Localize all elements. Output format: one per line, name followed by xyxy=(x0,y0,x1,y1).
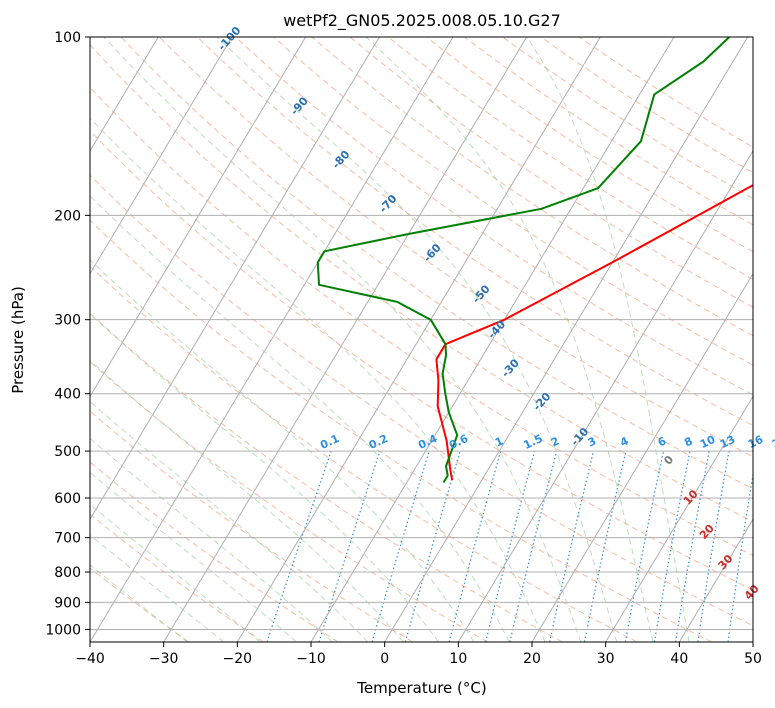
x-tick-label: 30 xyxy=(597,651,615,667)
moist-adiabat xyxy=(90,313,439,642)
moist-adiabat xyxy=(90,534,225,642)
dry-adiabat xyxy=(90,265,638,642)
mixing-ratio-label: 20 xyxy=(770,433,775,451)
dry-adiabat xyxy=(90,86,753,557)
y-tick-label: 300 xyxy=(54,313,81,329)
isotherm xyxy=(90,37,307,398)
dry-adiabat xyxy=(120,37,753,490)
profile-line-2 xyxy=(316,37,730,484)
isotherm xyxy=(752,641,753,642)
x-axis-label: Temperature (°C) xyxy=(356,679,486,697)
x-tick-label: −20 xyxy=(223,651,253,667)
moist-adiabat xyxy=(90,259,475,642)
x-tick-label: 10 xyxy=(449,651,467,667)
dry-adiabat xyxy=(90,174,753,627)
dry-adiabat xyxy=(235,37,753,396)
dry-adiabats xyxy=(90,37,753,642)
dry-adiabat xyxy=(90,219,712,642)
isotherm xyxy=(605,395,753,642)
dry-adiabat xyxy=(90,513,264,642)
isotherm xyxy=(457,149,753,642)
isotherm xyxy=(90,37,454,642)
moist-adiabat xyxy=(365,37,654,642)
mixing-ratio-line xyxy=(755,451,775,642)
y-tick-label: 500 xyxy=(54,444,81,460)
chart-title: wetPf2_GN05.2025.008.05.10.G27 xyxy=(283,11,561,31)
dry-adiabat xyxy=(197,37,753,427)
moist-adiabat xyxy=(90,195,510,642)
mixing-ratio-label: 16 xyxy=(746,433,766,451)
isotherm xyxy=(90,37,380,521)
y-tick-label: 800 xyxy=(54,565,81,581)
moist-adiabat xyxy=(216,37,618,642)
x-axis-ticks: −40 −30 −20 −10 0 10 20 30 40 50 xyxy=(75,642,762,667)
moist-adiabats xyxy=(90,37,690,642)
dry-adiabat xyxy=(273,37,753,366)
mixing-ratio-label: 10 xyxy=(698,433,718,451)
skewed-isotherms xyxy=(90,37,753,642)
x-tick-label: −40 xyxy=(75,651,105,667)
profile-line-1 xyxy=(435,183,753,481)
x-tick-label: 0 xyxy=(380,651,389,667)
moist-adiabat xyxy=(90,117,546,642)
dry-adiabat xyxy=(311,37,753,337)
isotherm xyxy=(531,272,753,642)
plot-frame xyxy=(89,36,754,643)
y-tick-label: 1000 xyxy=(45,622,81,638)
dry-adiabat xyxy=(158,37,753,458)
isotherm xyxy=(90,37,159,152)
y-tick-label: 600 xyxy=(54,491,81,507)
moist-adiabat xyxy=(90,437,333,642)
dry-adiabat xyxy=(90,44,753,523)
isotherm xyxy=(384,37,749,642)
y-tick-label: 400 xyxy=(54,387,81,403)
isotherm xyxy=(90,37,233,275)
isotherm xyxy=(310,37,675,642)
y-axis-ticks: 100 200 300 400 500 600 700 800 900 1000 xyxy=(45,30,90,638)
isotherm xyxy=(163,37,528,642)
moist-adiabat xyxy=(90,359,404,642)
x-tick-label: 20 xyxy=(523,651,541,667)
moist-adiabat xyxy=(103,37,582,642)
y-tick-label: 900 xyxy=(54,595,81,611)
mixing-ratio-label: 13 xyxy=(718,433,737,451)
x-tick-label: 40 xyxy=(670,651,688,667)
y-tick-label: 200 xyxy=(54,208,81,224)
x-tick-label: −30 xyxy=(149,651,179,667)
y-tick-label: 100 xyxy=(54,30,81,46)
dry-adiabat xyxy=(90,410,414,642)
isotherm xyxy=(236,37,601,642)
profile-series xyxy=(316,37,753,484)
x-tick-label: −10 xyxy=(296,651,326,667)
y-tick-label: 700 xyxy=(54,531,81,547)
x-tick-label: 50 xyxy=(744,651,762,667)
moist-adiabat xyxy=(90,503,261,642)
moist-adiabat xyxy=(526,37,690,642)
isotherm xyxy=(678,518,753,642)
dry-adiabat xyxy=(90,130,753,591)
dry-adiabat xyxy=(349,37,753,308)
y-axis-label: Pressure (hPa) xyxy=(9,286,27,394)
isobars xyxy=(90,37,753,630)
dry-adiabat xyxy=(90,360,488,642)
